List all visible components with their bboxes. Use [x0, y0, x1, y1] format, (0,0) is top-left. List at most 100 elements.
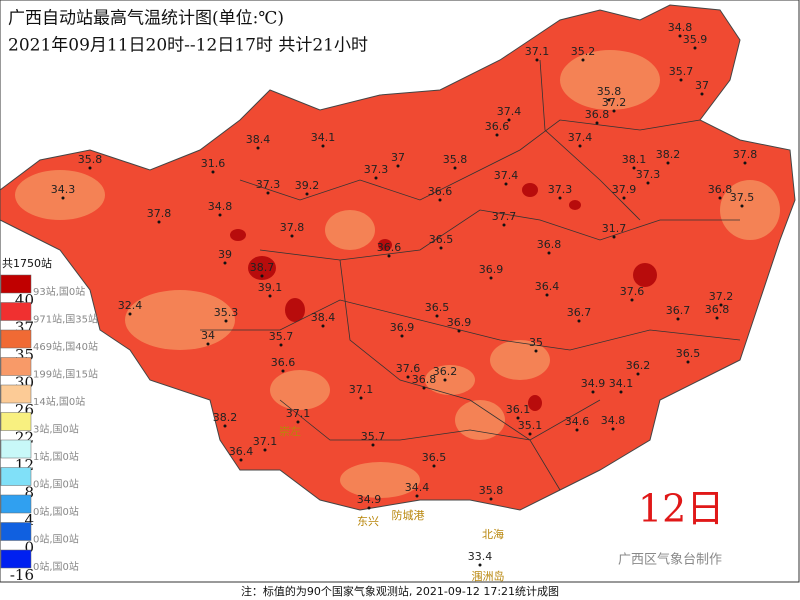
station-dot [504, 182, 508, 186]
station-dot [740, 204, 744, 208]
subtitle: 2021年09月11日20时--12日17时 共计21小时 [8, 36, 368, 56]
station-dot [686, 360, 690, 364]
station-dot [239, 458, 243, 462]
station-dot [577, 319, 581, 323]
station-value: 35.3 [214, 306, 239, 319]
station-value: 37.6 [620, 285, 645, 298]
legend-swatch [0, 357, 32, 376]
station-dot [279, 343, 283, 347]
station-value: 37.3 [364, 163, 389, 176]
station-value: 36.8 [705, 303, 730, 316]
legend-count: 93站,国0站 [33, 285, 85, 298]
legend-count: 0站,国0站 [33, 533, 79, 546]
station-dot [489, 497, 493, 501]
legend-swatch [0, 439, 32, 459]
station-value: 36.8 [537, 238, 562, 251]
station-value: 35.7 [669, 65, 694, 78]
station-value: 37 [695, 79, 709, 92]
station-value: 37.8 [280, 221, 305, 234]
station-dot [547, 251, 551, 255]
legend-swatch [0, 384, 32, 404]
station-value: 35.9 [683, 33, 708, 46]
station-dot [607, 98, 611, 102]
station-value: 37.1 [286, 407, 311, 420]
station-dot [581, 58, 585, 62]
footer-note: 注：标值的为90个国家气象观测站, 2021-09-12 17:21统计成图 [241, 584, 559, 598]
legend-count: 469站,国40站 [33, 340, 98, 353]
station-dot [396, 164, 400, 168]
place-name: 崇左 [279, 425, 301, 438]
station-value: 36.4 [535, 280, 560, 293]
station-value: 35.7 [269, 330, 294, 343]
day-label: 12日 [638, 487, 724, 531]
station-value: 36.9 [479, 263, 504, 276]
place-name: 北海 [482, 527, 504, 541]
station-dot [693, 46, 697, 50]
station-value: 34.8 [668, 21, 693, 34]
station-value: 37.5 [730, 191, 755, 204]
station-value: 36.6 [485, 120, 510, 133]
legend-count: 0站,国0站 [33, 560, 79, 573]
station-dot [453, 166, 457, 170]
station-value: 37.9 [612, 183, 637, 196]
station-dot [516, 416, 520, 420]
station-dot [443, 378, 447, 382]
station-value: 36.4 [229, 445, 254, 458]
legend-total: 共1750站 [2, 256, 52, 270]
station-value: 39.1 [258, 281, 283, 294]
station-dot [558, 196, 562, 200]
place-name: 涠洲岛 [472, 569, 505, 583]
province-map [0, 4, 796, 511]
station-value: 38.4 [246, 133, 271, 146]
station-dot [591, 390, 595, 394]
station-value: 36.8 [708, 183, 733, 196]
station-dot [679, 78, 683, 82]
station-dot [528, 432, 532, 436]
station-value: 35.7 [361, 430, 386, 443]
legend-count: 0站,国0站 [33, 478, 79, 491]
station-dot [157, 220, 161, 224]
station-value: 39.2 [295, 179, 320, 192]
station-dot [507, 118, 511, 122]
station-dot [612, 235, 616, 239]
station-value: 36.6 [428, 185, 453, 198]
station-dot [578, 144, 582, 148]
station-dot [128, 312, 132, 316]
legend-swatch [0, 329, 32, 349]
station-dot [406, 375, 410, 379]
station-value: 35.8 [479, 484, 504, 497]
station-dot [534, 349, 538, 353]
station-value: 36.6 [271, 356, 296, 369]
station-dot [367, 506, 371, 510]
station-dot [575, 428, 579, 432]
legend-swatch [0, 522, 32, 541]
station-dot [502, 223, 506, 227]
station-dot [415, 494, 419, 498]
legend-count: 199站,国15站 [33, 368, 98, 381]
station-value: 34 [201, 329, 215, 342]
station-value: 31.7 [602, 222, 627, 235]
legend-swatch [0, 412, 32, 431]
station-value: 35.8 [78, 153, 103, 166]
station-dot [281, 369, 285, 373]
station-dot [432, 464, 436, 468]
station-dot [305, 192, 309, 196]
station-dot [256, 146, 260, 150]
station-dot [321, 144, 325, 148]
station-value: 38.1 [622, 153, 647, 166]
legend-threshold: 4 [24, 511, 34, 529]
credit: 广西区气象台制作 [618, 552, 722, 568]
station-dot [435, 314, 439, 318]
legend-count: 971站,国35站 [33, 313, 98, 326]
station-value: 33.4 [468, 550, 493, 563]
station-value: 35.1 [518, 419, 543, 432]
station-dot [359, 396, 363, 400]
station-value: 37.1 [349, 383, 374, 396]
station-value: 36.9 [390, 321, 415, 334]
station-value: 37.1 [525, 45, 550, 58]
station-value: 37.2 [602, 96, 627, 109]
station-value: 38.7 [250, 261, 275, 274]
station-value: 36.8 [412, 373, 437, 386]
legend-threshold: 0 [24, 539, 34, 557]
